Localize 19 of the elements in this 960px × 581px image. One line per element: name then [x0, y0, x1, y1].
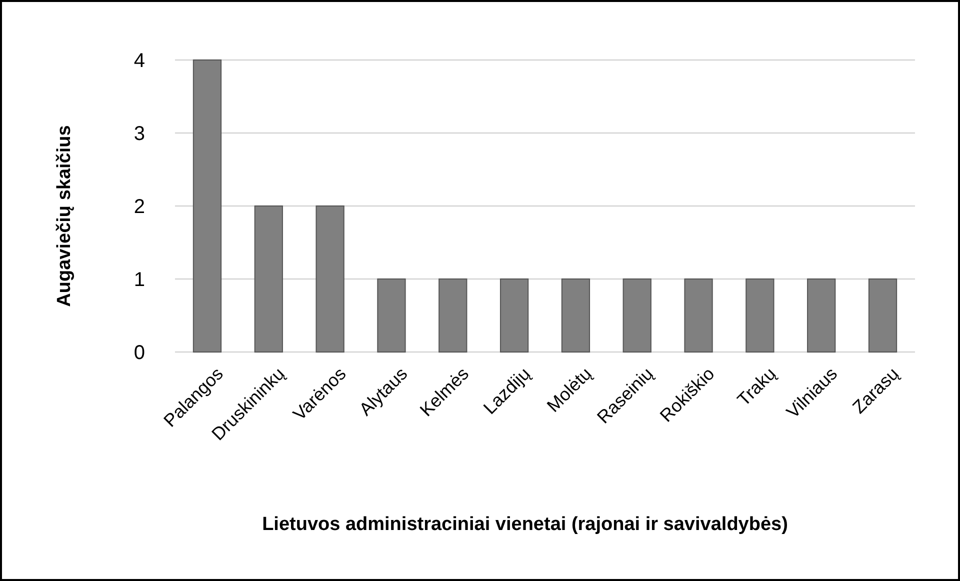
y-tick-label: 0: [134, 342, 145, 364]
y-axis-title: Augaviečių skaičius: [54, 125, 75, 307]
y-tick-label: 2: [134, 196, 145, 218]
bar: [684, 278, 713, 352]
bar: [561, 278, 590, 352]
bar: [807, 278, 836, 352]
x-axis-title: Lietuvos administraciniai vienetai (rajonai ir savivaldybės): [262, 514, 788, 535]
bar: [746, 278, 774, 352]
bar: [868, 278, 898, 352]
bar: [316, 206, 344, 352]
bar: [500, 278, 529, 352]
bar: [192, 60, 222, 352]
y-tick-label: 3: [134, 123, 145, 145]
bar: [622, 278, 652, 352]
y-tick-label: 1: [134, 269, 145, 291]
bar: [254, 206, 283, 352]
y-tick-label: 4: [134, 50, 145, 72]
bar: [377, 278, 406, 352]
bar: [438, 278, 468, 352]
